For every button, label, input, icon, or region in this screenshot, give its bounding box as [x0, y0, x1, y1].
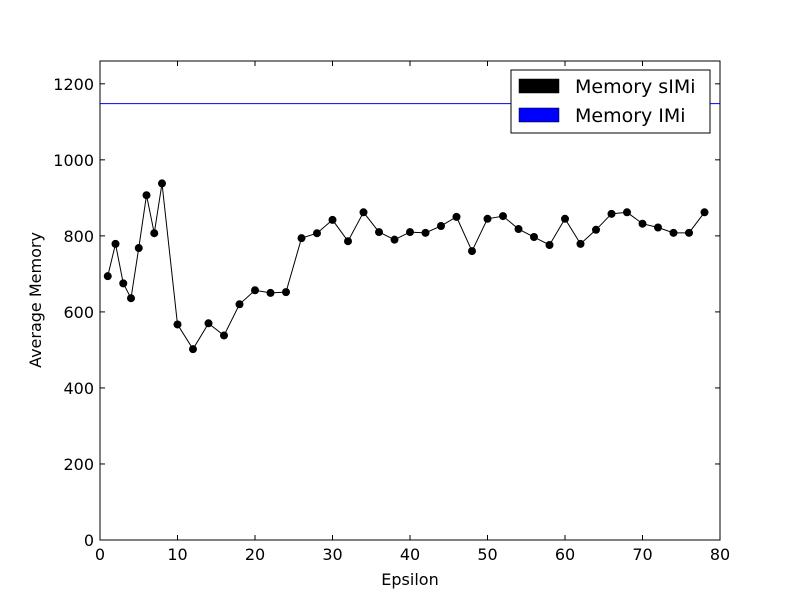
y-tick-label: 0 — [84, 531, 94, 550]
data-point-memory-simi — [623, 208, 631, 217]
series-line-memory-simi — [107, 183, 705, 351]
data-point-memory-simi — [700, 208, 709, 217]
legend-swatch-memory-imi — [518, 107, 560, 123]
data-point-memory-simi — [654, 223, 662, 232]
x-tick-label: 30 — [322, 545, 342, 564]
data-point-memory-simi — [638, 219, 647, 228]
y-axis-label: Average Memory — [26, 232, 45, 368]
data-point-memory-simi — [499, 212, 507, 221]
data-point-memory-simi — [251, 286, 259, 295]
legend: Memory sIMi Memory IMi — [510, 69, 711, 134]
data-point-memory-simi — [344, 237, 352, 246]
data-point-memory-simi — [669, 228, 678, 237]
axis-ticks — [99, 61, 721, 541]
data-point-memory-simi — [437, 221, 445, 230]
x-tick-label: 20 — [245, 545, 265, 564]
data-point-memory-simi — [468, 247, 476, 256]
y-tick-label: 1200 — [53, 75, 94, 94]
data-point-memory-simi — [266, 288, 275, 297]
data-point-memory-simi — [127, 294, 135, 303]
data-point-memory-simi — [375, 228, 383, 237]
data-point-memory-simi — [328, 215, 337, 224]
data-point-memory-simi — [142, 191, 151, 200]
data-point-memory-simi — [530, 233, 538, 242]
x-tick-label: 60 — [555, 545, 575, 564]
y-tick-label: 1000 — [53, 151, 94, 170]
data-point-memory-simi — [421, 228, 430, 237]
data-point-memory-simi — [592, 225, 600, 234]
data-point-memory-simi — [235, 300, 244, 309]
data-point-memory-simi — [545, 241, 554, 249]
data-point-memory-simi — [483, 214, 492, 223]
data-point-memory-simi — [204, 319, 213, 328]
data-point-memory-simi — [173, 320, 182, 329]
data-point-memory-simi — [359, 208, 368, 217]
data-point-memory-simi — [189, 345, 197, 354]
y-tick-label: 800 — [63, 227, 94, 246]
y-tick-label: 200 — [63, 455, 94, 474]
series-points — [103, 179, 709, 354]
data-point-memory-simi — [134, 244, 143, 253]
data-point-memory-simi — [685, 228, 693, 237]
data-point-memory-simi — [220, 331, 228, 340]
series-lines — [100, 103, 720, 351]
x-tick-label: 70 — [632, 545, 652, 564]
data-point-memory-simi — [576, 239, 585, 248]
y-tick-label: 400 — [63, 379, 94, 398]
x-tick-label: 80 — [710, 545, 730, 564]
data-point-memory-simi — [390, 235, 399, 244]
legend-swatch-memory-simi — [518, 78, 560, 94]
data-point-memory-simi — [607, 209, 616, 218]
data-point-memory-simi — [452, 212, 461, 221]
data-point-memory-simi — [103, 272, 112, 281]
data-point-memory-simi — [150, 229, 159, 238]
legend-label-memory-simi: Memory sIMi — [575, 76, 696, 98]
data-point-memory-simi — [561, 214, 569, 223]
data-point-memory-simi — [406, 228, 414, 237]
y-tick-label: 600 — [63, 303, 94, 322]
data-point-memory-simi — [514, 225, 523, 234]
x-tick-label: 0 — [95, 545, 105, 564]
data-point-memory-simi — [297, 234, 306, 243]
x-tick-label: 40 — [400, 545, 420, 564]
data-point-memory-simi — [119, 279, 128, 288]
x-tick-label: 10 — [167, 545, 187, 564]
data-point-memory-simi — [111, 239, 120, 248]
x-axis-label: Epsilon — [381, 570, 438, 589]
x-tick-label: 50 — [477, 545, 497, 564]
data-point-memory-simi — [282, 288, 290, 297]
data-point-memory-simi — [158, 179, 166, 188]
data-point-memory-simi — [313, 229, 321, 238]
legend-label-memory-imi: Memory IMi — [575, 105, 686, 127]
